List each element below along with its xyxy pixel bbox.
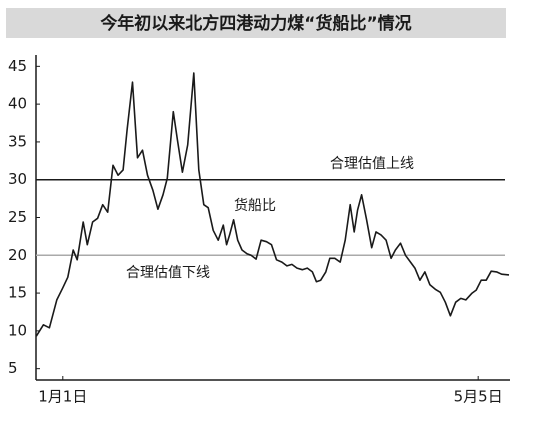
title-bar (6, 8, 506, 38)
x-tick-label: 5月5日 (454, 388, 503, 406)
chart-title: 今年初以来北方四港动力煤“货船比”情况 (100, 13, 411, 34)
x-tick-label: 1月1日 (38, 388, 87, 406)
y-tick-label: 45 (8, 57, 27, 75)
ref-label: 合理估值上线 (330, 156, 414, 172)
y-tick-label: 25 (8, 208, 27, 226)
y-tick-label: 5 (8, 359, 18, 377)
y-tick-label: 10 (8, 321, 27, 339)
y-tick-label: 35 (8, 132, 27, 150)
ref-label: 合理估值下线 (126, 265, 210, 281)
y-tick-label: 20 (8, 246, 27, 264)
y-tick-label: 15 (8, 284, 27, 302)
series-label: 货船比 (234, 197, 276, 214)
line-series (35, 72, 510, 337)
y-tick-label: 40 (8, 95, 27, 113)
y-tick-label: 30 (8, 170, 27, 188)
